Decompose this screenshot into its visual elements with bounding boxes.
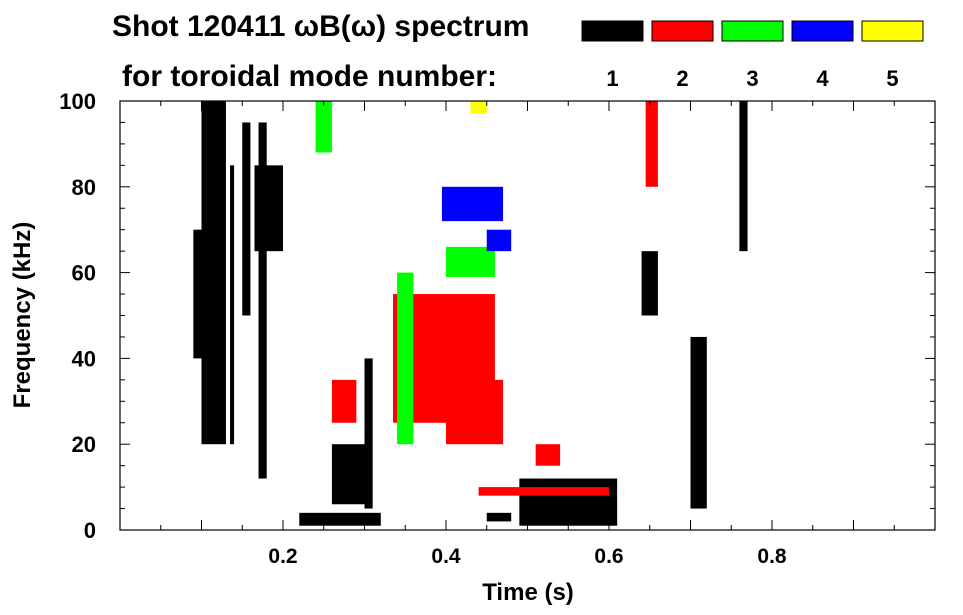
legend-label-mode-1: 1 — [606, 66, 618, 91]
legend-label-mode-3: 3 — [746, 66, 758, 91]
spectrum-region-mode-1 — [258, 122, 267, 479]
spectrum-region-mode-1 — [690, 336, 707, 509]
y-tick-label: 0 — [84, 518, 96, 543]
legend-label-mode-4: 4 — [816, 66, 829, 91]
spectrum-regions — [193, 101, 748, 526]
y-axis-label: Frequency (kHz) — [9, 222, 36, 409]
spectrum-region-mode-1 — [299, 512, 381, 526]
legend-label-mode-2: 2 — [676, 66, 688, 91]
spectrum-region-mode-1 — [641, 251, 658, 316]
legend-swatch-mode-5 — [861, 20, 924, 42]
x-tick-label: 0.8 — [757, 545, 787, 568]
spectrum-region-mode-2 — [331, 379, 357, 423]
spectrum-region-mode-1 — [201, 101, 226, 445]
spectrum-region-mode-2 — [645, 101, 658, 187]
spectrum-region-mode-1 — [331, 444, 365, 505]
spectrum-region-mode-1 — [364, 358, 373, 509]
y-tick-label: 20 — [72, 432, 96, 457]
title-line-2: for toroidal mode number: — [122, 60, 497, 93]
x-tick-label: 0.4 — [431, 545, 461, 568]
axis-ticks: 0.2 0.4 0.6 0.8 0 20 40 60 80 100 — [59, 89, 935, 568]
spectrum-region-mode-4 — [441, 186, 504, 222]
spectrum-region-mode-1 — [519, 478, 618, 526]
spectrum-region-mode-1 — [230, 165, 235, 445]
chart-title: Shot 120411 ωB(ω) spectrum for toroidal … — [112, 10, 529, 93]
legend-label-mode-5: 5 — [886, 66, 898, 91]
spectrum-region-mode-2 — [535, 444, 561, 466]
legend-swatch-mode-2 — [651, 20, 714, 42]
spectrum-region-mode-2 — [446, 379, 504, 445]
spectrum-region-mode-1 — [486, 512, 512, 522]
spectrum-region-mode-3 — [315, 101, 332, 153]
y-tick-label: 80 — [72, 175, 96, 200]
y-tick-label: 40 — [72, 346, 96, 371]
legend-swatch-mode-1 — [581, 20, 644, 42]
spectrum-region-mode-1 — [739, 101, 748, 252]
spectrum-region-mode-1 — [242, 122, 251, 316]
legend-swatch-mode-4 — [791, 20, 854, 42]
y-tick-label: 100 — [59, 89, 96, 114]
x-tick-label: 0.6 — [594, 545, 623, 568]
legend: 1 2 3 4 5 — [581, 20, 924, 91]
title-line-1: Shot 120411 ωB(ω) spectrum — [112, 10, 529, 43]
spectrum-region-mode-3 — [446, 246, 495, 277]
spectrum-region-mode-3 — [397, 272, 414, 445]
spectrum-region-mode-2 — [478, 487, 609, 496]
x-tick-label: 0.2 — [268, 545, 297, 568]
x-axis-label: Time (s) — [482, 579, 574, 606]
y-tick-label: 60 — [72, 261, 96, 286]
spectrum-region-mode-1 — [193, 229, 202, 359]
spectrum-region-mode-5 — [470, 101, 487, 114]
legend-swatch-mode-3 — [721, 20, 784, 42]
spectrum-region-mode-4 — [486, 229, 512, 252]
